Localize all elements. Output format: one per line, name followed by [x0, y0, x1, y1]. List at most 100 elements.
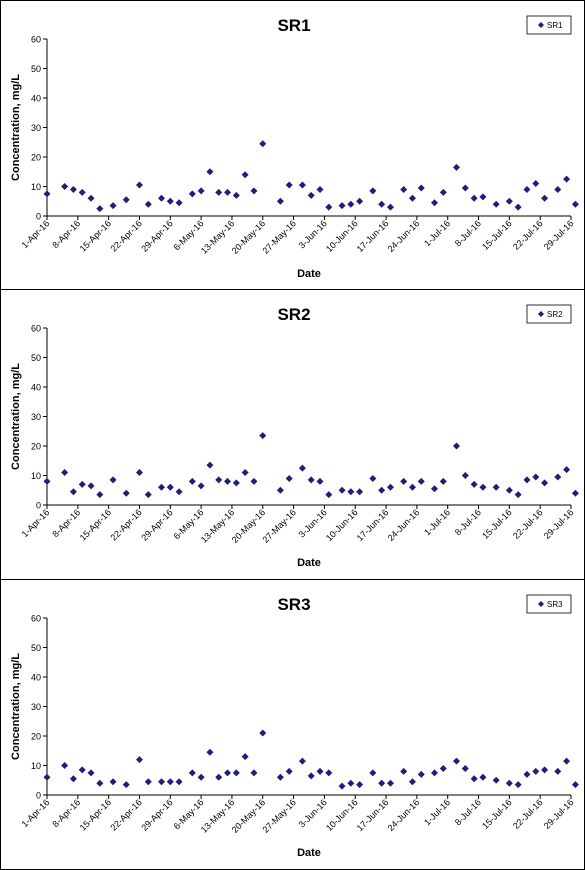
data-point [96, 205, 104, 213]
data-point [122, 196, 130, 204]
data-point [417, 184, 425, 192]
data-point [241, 753, 249, 761]
data-point [347, 779, 355, 787]
data-point [188, 769, 196, 777]
data-point [144, 200, 152, 208]
x-tick-label: 22-Jul-16 [511, 797, 545, 831]
legend-box [526, 15, 572, 35]
y-tick-label: 40 [31, 673, 41, 683]
data-point [135, 181, 143, 189]
data-point [307, 772, 315, 780]
data-point [96, 491, 104, 499]
y-axis-label: Concentration, mg/L [10, 74, 22, 181]
data-point [109, 778, 117, 786]
data-point [285, 181, 293, 189]
data-point [338, 486, 346, 494]
data-point [78, 188, 86, 196]
data-point [492, 200, 500, 208]
data-point [417, 477, 425, 485]
data-point [188, 190, 196, 198]
scatter-chart-sr3: SR3 0 10 20 30 40 50 60 1-Apr-168-Apr-1615-Apr-1… [10, 594, 579, 859]
data-point [571, 200, 579, 208]
data-point [479, 773, 487, 781]
y-tick-label: 40 [31, 94, 41, 104]
data-point [369, 187, 377, 195]
data-point [408, 483, 416, 491]
y-tick-label: 0 [36, 791, 41, 801]
data-point [430, 485, 438, 493]
data-point [87, 194, 95, 202]
data-point [347, 200, 355, 208]
legend-label: SR2 [547, 310, 563, 319]
legend-marker [538, 601, 544, 607]
x-tick-label: 22-Apr-16 [109, 507, 144, 542]
data-point [514, 203, 522, 211]
data-point [135, 756, 143, 764]
data-point [316, 767, 324, 775]
data-point [492, 776, 500, 784]
x-tick-label: 29-Apr-16 [139, 218, 174, 253]
data-point [554, 767, 562, 775]
y-tick-label: 30 [31, 123, 41, 133]
data-point [571, 781, 579, 789]
x-tick-label: 17-Jun-16 [355, 218, 391, 254]
data-point [157, 483, 165, 491]
data-point [356, 197, 364, 205]
data-point [563, 466, 571, 474]
legend-label: SR1 [547, 21, 563, 30]
data-point [241, 469, 249, 477]
legend-marker [538, 22, 544, 28]
x-tick-label: 8-Apr-16 [50, 797, 82, 829]
data-point [532, 473, 540, 481]
data-point [325, 491, 333, 499]
data-point [439, 764, 447, 772]
data-point [166, 483, 174, 491]
x-tick-label: 27-May-16 [261, 507, 298, 544]
data-point [430, 199, 438, 207]
data-point [325, 769, 333, 777]
x-tick-label: 29-Apr-16 [139, 507, 174, 542]
data-point [453, 442, 461, 450]
data-point [453, 757, 461, 765]
data-point [378, 200, 386, 208]
data-point [276, 197, 284, 205]
legend-label: SR3 [547, 600, 563, 609]
x-tick-label: 15-Jul-16 [480, 797, 514, 831]
data-point [408, 194, 416, 202]
data-point [61, 183, 69, 190]
data-point [241, 171, 249, 179]
y-axis-label: Concentration, mg/L [10, 653, 22, 760]
data-point [276, 773, 284, 781]
y-tick-label: 0 [36, 501, 41, 511]
data-point [215, 773, 223, 781]
data-point [144, 778, 152, 786]
x-tick-label: 29-Jul-16 [542, 218, 576, 252]
data-point [298, 464, 306, 472]
x-tick-label: 27-May-16 [261, 218, 298, 255]
data-point [439, 477, 447, 485]
data-point [307, 191, 315, 199]
data-point [338, 782, 346, 790]
data-point [514, 491, 522, 499]
x-tick-label: 15-Jul-16 [480, 218, 514, 252]
data-point [78, 480, 86, 488]
data-point [400, 477, 408, 485]
data-point [197, 187, 205, 195]
data-point [505, 197, 513, 205]
data-point [250, 477, 258, 485]
data-point [109, 202, 117, 210]
data-point [122, 781, 130, 789]
x-tick-label: 10-Jun-16 [324, 218, 360, 254]
chart-panel-sr2: SR2 0 10 20 30 40 50 60 1-Apr-16 8-Apr-16 15-Apr-1… [0, 290, 585, 580]
data-point [523, 770, 531, 778]
chart-title: SR1 [277, 16, 310, 35]
x-axis-label: Date [297, 847, 321, 859]
data-point [554, 473, 562, 481]
y-tick-label: 30 [31, 412, 41, 422]
data-point [563, 175, 571, 183]
data-point [541, 766, 549, 774]
data-point [61, 762, 69, 769]
y-tick-label: 10 [31, 182, 41, 192]
data-point [417, 770, 425, 778]
data-point [338, 202, 346, 210]
